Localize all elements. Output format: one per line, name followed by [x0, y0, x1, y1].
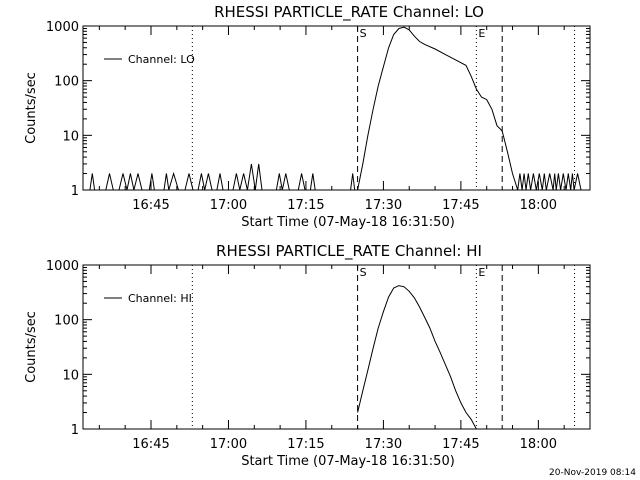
y-ticks: 1 10 100 1000 — [46, 20, 590, 199]
legend-label: Channel: LO — [128, 53, 195, 66]
series-line-lo — [357, 26, 519, 191]
x-tick-label: 18:00 — [520, 198, 557, 213]
x-ticks: 16:45 17:00 17:15 17:30 17:45 18:00 — [98, 265, 591, 452]
y-ticks: 1 10 100 1000 — [46, 259, 590, 438]
y-axis-label: Counts/sec — [24, 311, 39, 383]
x-tick-label: 17:15 — [287, 437, 324, 452]
panel-lo: RHESSI PARTICLE_RATE Channel: LO 1101001… — [24, 3, 591, 230]
plot-frame — [82, 25, 591, 191]
x-axis-label: Start Time (07-May-18 16:31:50) — [241, 215, 455, 230]
x-axis-label: Start Time (07-May-18 16:31:50) — [241, 454, 455, 469]
panel-title: RHESSI PARTICLE_RATE Channel: HI — [216, 242, 482, 261]
legend-label: Channel: HI — [128, 292, 192, 305]
plot-frame — [82, 264, 591, 430]
x-tick-label: 18:00 — [520, 437, 557, 452]
time-marker-label: E — [478, 27, 485, 40]
y-tick-label: 1000 — [46, 259, 79, 274]
footer-timestamp: 20-Nov-2019 08:14 — [549, 468, 636, 478]
x-tick-label: 16:45 — [132, 198, 169, 213]
y-tick-label: 10 — [62, 368, 79, 383]
y-tick-label: 1 — [71, 184, 79, 199]
x-tick-label: 16:45 — [132, 437, 169, 452]
x-tick-label: 17:45 — [442, 198, 479, 213]
time-marker-label: S — [360, 266, 367, 279]
x-tick-label: 17:30 — [365, 198, 402, 213]
time-marker-label: E — [478, 266, 485, 279]
x-tick-label: 17:00 — [210, 437, 247, 452]
y-tick-label: 1 — [71, 423, 79, 438]
y-axis-label: Counts/sec — [24, 72, 39, 144]
y-tick-label: 1000 — [46, 20, 79, 35]
x-tick-label: 17:30 — [365, 437, 402, 452]
y-tick-label: 100 — [54, 75, 79, 90]
time-marker-label: S — [360, 27, 367, 40]
y-tick-label: 100 — [54, 314, 79, 329]
series-line-hi — [357, 285, 477, 430]
x-ticks: 16:45 17:00 17:15 17:30 17:45 18:00 — [98, 26, 591, 213]
x-tick-label: 17:00 — [210, 198, 247, 213]
panel-title: RHESSI PARTICLE_RATE Channel: LO — [214, 3, 484, 22]
y-tick-label: 10 — [62, 129, 79, 144]
background-noise-trace — [83, 163, 582, 191]
x-tick-label: 17:45 — [442, 437, 479, 452]
x-tick-label: 17:15 — [287, 198, 324, 213]
panel-hi: RHESSI PARTICLE_RATE Channel: HI 1101001… — [24, 242, 591, 469]
